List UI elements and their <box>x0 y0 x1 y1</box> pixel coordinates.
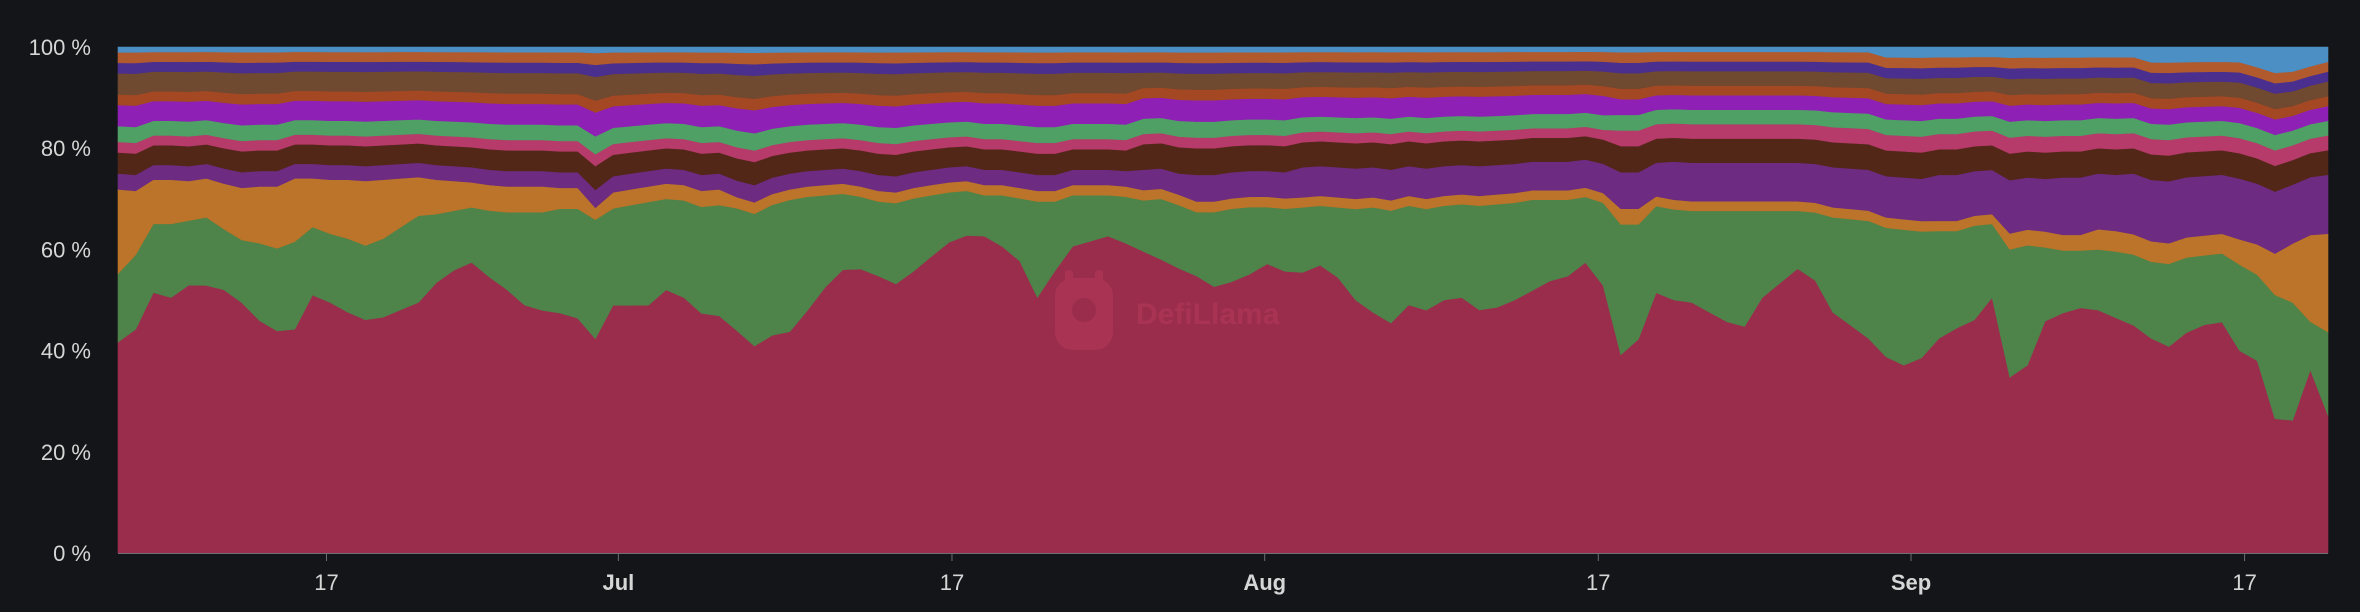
x-tick: Aug <box>1243 553 1286 595</box>
x-tick-label: 17 <box>1586 570 1610 595</box>
watermark-text: DefiLlama <box>1136 298 1280 331</box>
area-series-group <box>117 46 2329 554</box>
y-tick-label: 60 % <box>41 237 91 262</box>
x-tick: 17 <box>314 553 339 595</box>
x-tick: 17 <box>2232 553 2257 595</box>
y-tick: 80 % <box>41 136 91 161</box>
y-tick: 100 % <box>29 35 91 60</box>
x-tick-label: Aug <box>1243 570 1286 595</box>
x-tick: 17 <box>1586 553 1611 595</box>
x-tick-label: 17 <box>314 570 338 595</box>
y-tick-label: 20 % <box>41 440 91 465</box>
y-tick: 40 % <box>41 339 91 364</box>
y-axis: 0 % 20 % 40 % 60 % 80 % 100 % <box>29 35 91 566</box>
y-tick-label: 0 % <box>53 541 91 566</box>
x-tick: 17 <box>940 553 964 595</box>
y-tick-label: 100 % <box>29 35 91 60</box>
y-tick-label: 80 % <box>41 136 91 161</box>
y-tick: 0 % <box>53 541 91 566</box>
watermark: DefiLlama <box>1055 270 1280 350</box>
x-tick-label: 17 <box>940 570 964 595</box>
y-tick-label: 40 % <box>41 339 91 364</box>
llama-logo-icon <box>1055 270 1113 350</box>
x-tick-label: 17 <box>2232 570 2256 595</box>
x-tick: Sep <box>1891 553 1931 595</box>
y-tick: 20 % <box>41 440 91 465</box>
area-series-13 <box>117 46 2329 74</box>
x-axis: 17 Jul 17 Aug 17 Sep 17 <box>118 553 2328 595</box>
x-tick: Jul <box>602 553 634 595</box>
x-tick-label: Sep <box>1891 570 1931 595</box>
x-tick-label: Jul <box>602 570 634 595</box>
y-tick: 60 % <box>41 237 91 262</box>
